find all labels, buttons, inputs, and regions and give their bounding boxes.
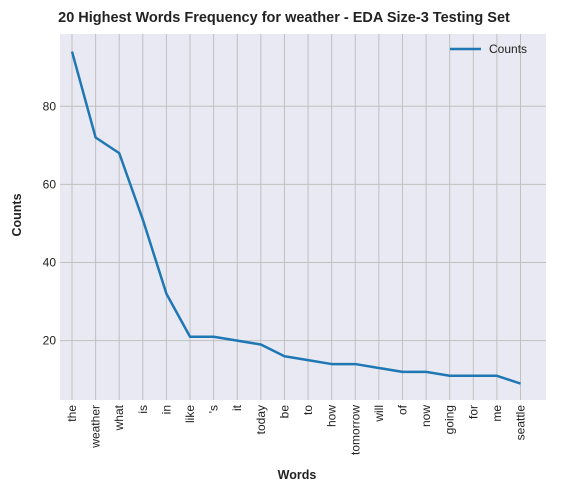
x-tick-label: what <box>112 404 126 431</box>
x-tick-label: will <box>372 405 386 423</box>
x-tick-label: seattle <box>514 405 528 441</box>
x-tick-label: me <box>490 405 504 422</box>
x-tick-label: going <box>443 405 457 434</box>
x-tick-label: now <box>419 405 433 427</box>
series-line-counts <box>70 51 521 385</box>
chart-title: 20 Highest Words Frequency for weather -… <box>58 10 510 26</box>
y-tick-label: 60 <box>43 177 57 191</box>
x-tick-label: how <box>325 405 339 427</box>
x-tick-label: in <box>159 405 173 414</box>
legend-label: Counts <box>489 42 527 56</box>
y-tick-label: 40 <box>43 256 57 270</box>
x-tick-label: be <box>277 405 291 419</box>
x-axis-label: Words <box>278 468 317 482</box>
x-tick-label: for <box>466 405 480 419</box>
x-tick-label: it <box>230 404 244 411</box>
legend: Counts <box>450 42 527 56</box>
x-tick-label: the <box>65 405 79 422</box>
y-axis-label: Counts <box>10 193 24 236</box>
x-tick-label: is <box>136 405 150 414</box>
x-tick-label: tomorrow <box>348 405 362 455</box>
x-tick-label: today <box>254 405 268 434</box>
y-tick-label: 20 <box>43 334 57 348</box>
x-tick-label: to <box>301 405 315 415</box>
x-tick-label: weather <box>89 405 103 449</box>
x-tick-label: of <box>395 404 409 415</box>
y-tick-label: 80 <box>43 99 57 113</box>
x-tick-label: like <box>183 405 197 423</box>
x-tick-label: 's <box>207 405 221 413</box>
